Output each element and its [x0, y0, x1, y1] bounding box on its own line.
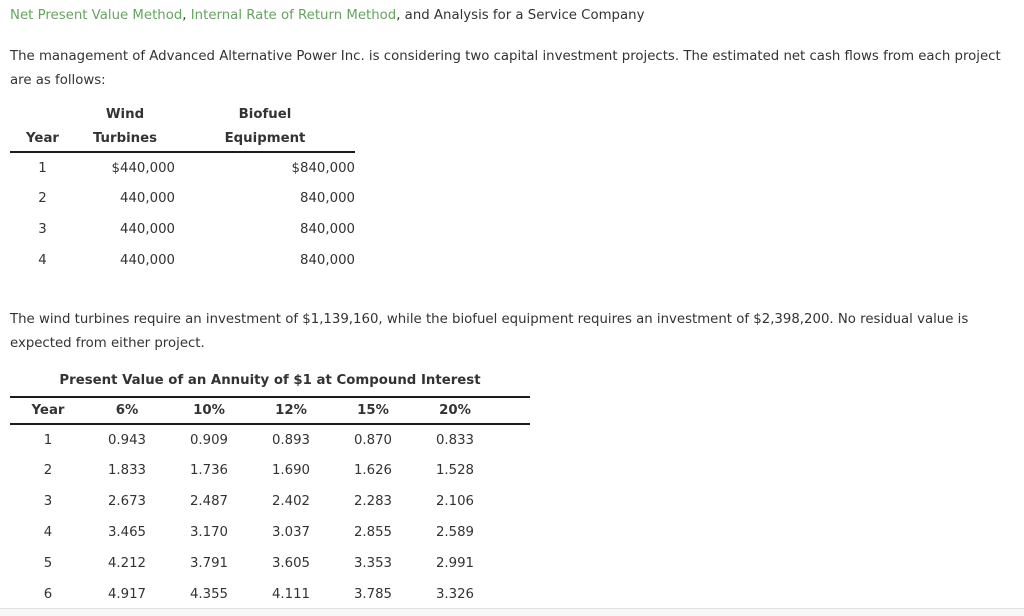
link-internal-rate-of-return-method[interactable]: Internal Rate of Return Method	[190, 8, 397, 23]
biofuel-equipment-cell: 840,000	[300, 222, 355, 237]
link-net-present-value-method[interactable]: Net Present Value Method	[10, 8, 183, 23]
annuity-table-title: Present Value of an Annuity of $1 at Com…	[59, 373, 481, 388]
wind-turbines-cell: 440,000	[120, 222, 175, 237]
cash-flow-table: Year Wind Turbines Biofuel Equipment 1 $…	[10, 103, 355, 276]
factor-cell: 4.111	[271, 587, 311, 602]
factor-cell: 1.833	[107, 463, 147, 478]
wind-turbines-cell: 440,000	[120, 253, 175, 268]
table-row: 3 2.673 2.487 2.402 2.283 2.106	[10, 486, 530, 517]
title-separator: ,	[182, 8, 191, 23]
table-row: 4 3.465 3.170 3.037 2.855 2.589	[10, 517, 530, 548]
factor-cell: 1.626	[353, 463, 393, 478]
factor-cell: 1.736	[189, 463, 229, 478]
factor-cell: 0.833	[435, 432, 475, 448]
intro-paragraph: The management of Advanced Alternative P…	[10, 49, 1001, 88]
table-row: 1 $440,000 $840,000	[10, 152, 355, 183]
table-row: 6 4.917 4.355 4.111 3.785 3.326	[10, 579, 530, 610]
table-row: 2 440,000 840,000	[10, 183, 355, 214]
factor-cell: 0.893	[271, 432, 311, 448]
year-cell: 5	[43, 556, 53, 571]
year-cell: 3	[43, 494, 53, 509]
annuity-col-10pct: 10%	[168, 396, 250, 425]
biofuel-equipment-cell: $840,000	[291, 160, 355, 176]
factor-cell: 2.283	[353, 494, 393, 509]
investment-paragraph: The wind turbines require an investment …	[10, 312, 969, 351]
factor-cell: 3.170	[189, 525, 229, 540]
biofuel-equipment-cell: 840,000	[300, 191, 355, 206]
wind-turbines-cell: $440,000	[111, 160, 175, 176]
factor-cell: 2.106	[435, 494, 475, 509]
year-cell: 2	[43, 463, 53, 478]
table-row: 2 1.833 1.736 1.690 1.626 1.528	[10, 455, 530, 486]
column-header-label: Biofuel	[238, 107, 292, 122]
year-cell: 1	[43, 432, 53, 448]
table-row: 3 440,000 840,000	[10, 214, 355, 245]
year-cell: 3	[38, 222, 47, 237]
factor-cell: 3.785	[353, 587, 393, 602]
factor-cell: 2.402	[271, 494, 311, 509]
annuity-header-row: Year 6% 10% 12% 15% 20%	[10, 396, 530, 425]
year-cell: 4	[43, 525, 53, 540]
annuity-table: Year 6% 10% 12% 15% 20% 1 0.943 0.909 0.…	[10, 396, 530, 610]
factor-cell: 0.870	[353, 432, 393, 448]
factor-cell: 2.855	[353, 525, 393, 540]
factor-cell: 3.605	[271, 556, 311, 571]
annuity-col-15pct: 15%	[332, 396, 414, 425]
factor-cell: 3.353	[353, 556, 393, 571]
title-suffix: , and Analysis for a Service Company	[396, 8, 645, 23]
table-row: 4 440,000 840,000	[10, 245, 355, 276]
biofuel-equipment-cell: 840,000	[300, 253, 355, 268]
table-row: 5 4.212 3.791 3.605 3.353 2.991	[10, 548, 530, 579]
factor-cell: 2.991	[435, 556, 475, 571]
table-row: 1 0.943 0.909 0.893 0.870 0.833	[10, 424, 530, 455]
factor-cell: 2.589	[435, 525, 475, 540]
factor-cell: 3.326	[435, 587, 475, 602]
cash-flow-header-row: Year Wind Turbines Biofuel Equipment	[10, 103, 355, 153]
problem-title: Net Present Value Method, Internal Rate …	[10, 7, 1014, 24]
factor-cell: 2.487	[189, 494, 229, 509]
annuity-col-year: Year	[10, 396, 86, 425]
factor-cell: 0.943	[107, 432, 147, 448]
factor-cell: 3.465	[107, 525, 147, 540]
bottom-strip	[0, 608, 1024, 616]
year-cell: 2	[38, 191, 47, 206]
factor-cell: 4.917	[107, 587, 147, 602]
factor-cell: 3.037	[271, 525, 311, 540]
wind-turbines-cell: 440,000	[120, 191, 175, 206]
column-header-label: Equipment	[224, 131, 306, 146]
column-header-label: Wind	[105, 107, 145, 122]
annuity-col-6pct: 6%	[86, 396, 168, 425]
factor-cell: 4.212	[107, 556, 147, 571]
annuity-col-12pct: 12%	[250, 396, 332, 425]
year-cell: 1	[38, 160, 47, 176]
year-cell: 4	[38, 253, 47, 268]
cash-flow-col-biofuel-equipment: Biofuel Equipment	[175, 103, 355, 153]
cash-flow-col-wind-turbines: Wind Turbines	[75, 103, 175, 153]
factor-cell: 1.528	[435, 463, 475, 478]
annuity-col-20pct: 20%	[414, 396, 530, 425]
factor-cell: 0.909	[189, 432, 229, 448]
cash-flow-col-year: Year	[10, 103, 75, 153]
factor-cell: 2.673	[107, 494, 147, 509]
column-header-label: Turbines	[92, 131, 158, 146]
factor-cell: 3.791	[189, 556, 229, 571]
factor-cell: 1.690	[271, 463, 311, 478]
year-cell: 6	[43, 587, 53, 602]
factor-cell: 4.355	[189, 587, 229, 602]
column-header-label: Year	[26, 131, 59, 146]
